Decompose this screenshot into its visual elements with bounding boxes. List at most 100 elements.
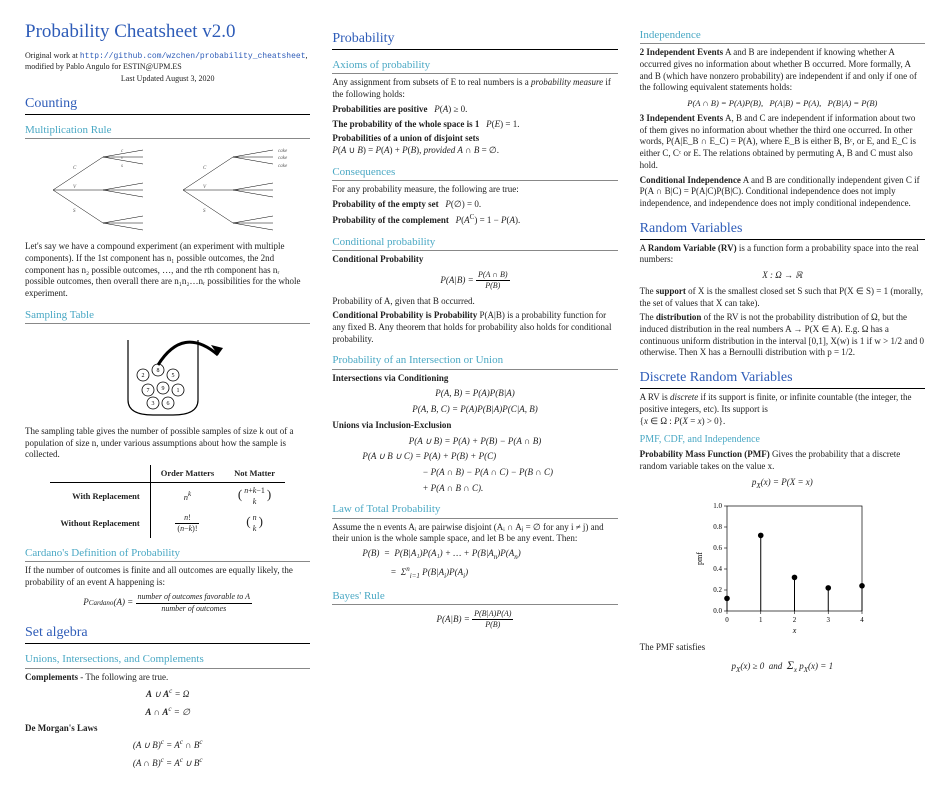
svg-text:1.0: 1.0 xyxy=(714,502,723,510)
cons-2: Probability of the complement P(AC) = 1 … xyxy=(332,213,617,227)
svg-text:0: 0 xyxy=(726,616,730,624)
subsection-axioms: Axioms of probability xyxy=(332,58,617,74)
intcond-f1: P(A, B) = P(A)P(B|A) xyxy=(332,388,617,400)
svg-text:0.6: 0.6 xyxy=(714,544,723,552)
svg-text:2: 2 xyxy=(793,616,797,624)
subsection-pmf: PMF, CDF, and Independence xyxy=(640,433,925,446)
section-counting: Counting xyxy=(25,95,310,115)
ltp-f2: = Σni=1 P(B|Ai)P(Ai) xyxy=(390,565,617,581)
drv-text: A RV is discrete if its support is finit… xyxy=(640,392,925,427)
svg-text:0.0: 0.0 xyxy=(714,607,723,615)
svg-text:4: 4 xyxy=(861,616,865,624)
inclexcl-label: Unions via Inclusion-Exclusion xyxy=(332,420,617,432)
subsection-conditional: Conditional probability xyxy=(332,235,617,251)
meta-line-1: Original work at http://github.com/wzche… xyxy=(25,51,310,73)
cell: n!(n−k)! xyxy=(150,510,224,538)
ltp-text: Assume the n events Aᵢ are pairwise disj… xyxy=(332,522,617,545)
dist-text: The distribution of the RV is not the pr… xyxy=(640,312,925,359)
indep2-f: P(A ∩ B) = P(A)P(B), P(A|B) = P(A), P(B|… xyxy=(640,98,925,109)
intcond-label: Intersections via Conditioning xyxy=(332,373,617,385)
urn-diagram: 285 791 36 xyxy=(25,330,310,420)
section-probability: Probability xyxy=(332,30,617,50)
cardano-text: If the number of outcomes is finite and … xyxy=(25,565,310,588)
subsection-unions: Unions, Intersections, and Complements xyxy=(25,652,310,668)
col-not-matter: Not Matter xyxy=(224,465,285,483)
ie-f4: + P(A ∩ B ∩ C). xyxy=(332,483,617,495)
svg-text:cake: cake xyxy=(278,149,288,154)
subsection-intersection-union: Probability of an Intersection or Union xyxy=(332,353,617,369)
svg-text:5: 5 xyxy=(171,373,174,379)
axiom-2: The probability of the whole space is 1 … xyxy=(332,119,617,131)
ltp-f1: P(B) = P(B|A₁)P(A₁) + … + P(B|An)P(An) xyxy=(362,548,617,562)
pmf-sat-f: pX(x) ≥ 0 and Σx pX(x) = 1 xyxy=(640,658,925,675)
subsection-cardano: Cardano's Definition of Probability xyxy=(25,546,310,562)
cell: (nk) xyxy=(224,510,285,538)
sampling-text: The sampling table gives the number of p… xyxy=(25,426,310,461)
cell: nk xyxy=(150,483,224,510)
column-2: Probability Axioms of probability Any as… xyxy=(332,20,617,774)
condprob-label: Conditional Probability xyxy=(332,254,617,266)
cardano-formula: PCardano(A) = number of outcomes favorab… xyxy=(25,592,310,614)
svg-text:0.8: 0.8 xyxy=(714,523,723,531)
complement-f2: A ∩ Ac = ∅ xyxy=(25,705,310,719)
bayes-formula: P(A|B) = P(B|A)P(A)P(B) xyxy=(332,609,617,631)
svg-text:S: S xyxy=(73,209,76,214)
section-rv: Random Variables xyxy=(640,220,925,240)
svg-text:8: 8 xyxy=(156,368,159,374)
indep2: 2 Independent Events A and B are indepen… xyxy=(640,47,925,94)
svg-text:2: 2 xyxy=(141,373,144,379)
complement-f1: A ∪ Ac = Ω xyxy=(25,687,310,701)
section-drv: Discrete Random Variables xyxy=(640,369,925,389)
pmf-text: Probability Mass Function (PMF) Gives th… xyxy=(640,449,925,472)
column-1: Probability Cheatsheet v2.0 Original wor… xyxy=(25,20,310,774)
row-with-replacement: With Replacement xyxy=(50,483,150,510)
condprob-formula: P(A|B) = P(A ∩ B)P(B) xyxy=(332,270,617,292)
meta-prefix: Original work at xyxy=(25,51,80,60)
complements-para: Complements - The following are true. xyxy=(25,672,310,684)
svg-text:3: 3 xyxy=(151,401,154,407)
ie-f2: P(A ∪ B ∪ C) = P(A) + P(B) + P(C) xyxy=(362,451,617,463)
axiom-3: Probabilities of a union of disjoint set… xyxy=(332,133,617,156)
subsection-ltp: Law of Total Probability xyxy=(332,502,617,518)
svg-text:pmf: pmf xyxy=(695,552,704,565)
svg-text:V: V xyxy=(203,185,207,190)
complements-label: Complements xyxy=(25,672,78,682)
svg-text:C: C xyxy=(73,166,77,171)
svg-text:0.4: 0.4 xyxy=(714,565,723,573)
svg-text:cake: cake xyxy=(278,164,288,169)
row-without-replacement: Without Replacement xyxy=(50,510,150,538)
subsection-multiplication-rule: Multiplication Rule xyxy=(25,123,310,139)
condind: Conditional Independence A and B are con… xyxy=(640,175,925,210)
svg-text:3: 3 xyxy=(827,616,831,624)
svg-text:s: s xyxy=(121,164,123,169)
source-link[interactable]: http://github.com/wzchen/probability_che… xyxy=(80,52,306,61)
cell: (n+k−1k) xyxy=(224,483,285,510)
axioms-text: Any assignment from subsets of E to real… xyxy=(332,77,617,100)
subsection-consequences: Consequences xyxy=(332,165,617,181)
pmf-chart: 0.0 0.2 0.4 0.6 0.8 1.0 0 1 2 3 4 pmf x xyxy=(640,496,925,636)
rv-text: A Random Variable (RV) is a function for… xyxy=(640,243,925,266)
section-set-algebra: Set algebra xyxy=(25,624,310,644)
svg-text:cake: cake xyxy=(278,156,288,161)
svg-text:x: x xyxy=(792,626,797,635)
tree-diagram: CVS cvs CVS cakecakecake xyxy=(25,145,310,235)
complements-text: - The following are true. xyxy=(78,672,168,682)
intcond-f2: P(A, B, C) = P(A)P(B|A)P(C|A, B) xyxy=(332,404,617,416)
svg-text:6: 6 xyxy=(166,401,169,407)
svg-text:9: 9 xyxy=(161,386,164,392)
pmf-f: pX(x) = P(X = x) xyxy=(640,477,925,491)
multrule-text: Let's say we have a compound experiment … xyxy=(25,241,310,299)
col-order-matters: Order Matters xyxy=(150,465,224,483)
svg-text:1: 1 xyxy=(759,616,763,624)
indep3: 3 Independent Events A, B and C are inde… xyxy=(640,113,925,171)
svg-text:0.2: 0.2 xyxy=(714,586,723,594)
svg-text:V: V xyxy=(73,185,77,190)
rv-f: X : Ω → ℝ xyxy=(640,270,925,282)
cons-text: For any probability measure, the followi… xyxy=(332,184,617,196)
cons-1: Probability of the empty set P(∅) = 0. xyxy=(332,199,617,211)
condprob-text: Probability of A, given that B occurred. xyxy=(332,296,617,308)
sampling-table: Order MattersNot Matter With Replacement… xyxy=(50,465,285,538)
page: Probability Cheatsheet v2.0 Original wor… xyxy=(25,20,925,774)
meta-line-2: Last Updated August 3, 2020 xyxy=(25,74,310,84)
column-3: Independence 2 Independent Events A and … xyxy=(640,20,925,774)
